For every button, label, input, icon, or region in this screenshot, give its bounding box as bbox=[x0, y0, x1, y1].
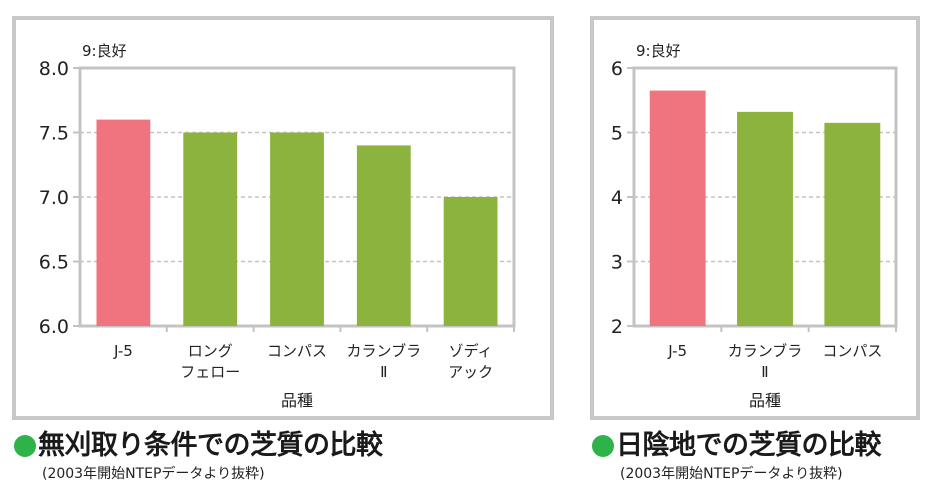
x-category-label: コンパス bbox=[267, 342, 327, 360]
bar bbox=[96, 119, 151, 326]
chart-subtitle: (2003年開始NTEPデータより抜粋) bbox=[620, 466, 843, 482]
y-tick-label: 3 bbox=[611, 252, 623, 274]
bar bbox=[824, 122, 881, 326]
scale-note: 9:良好 bbox=[636, 42, 681, 60]
x-category-label: カランブラ bbox=[347, 342, 422, 360]
x-category-label: Ⅱ bbox=[761, 363, 768, 381]
y-tick-label: 8.0 bbox=[39, 58, 69, 80]
x-axis-title: 品種 bbox=[281, 391, 313, 410]
bar bbox=[356, 145, 411, 326]
chart-title-text: 日陰地での芝質の比較 bbox=[616, 430, 882, 461]
x-category-label: Ⅱ bbox=[380, 363, 387, 381]
y-tick-label: 7.0 bbox=[39, 187, 69, 209]
y-tick-label: 6.0 bbox=[39, 316, 69, 338]
y-tick-label: 5 bbox=[611, 123, 623, 145]
chart-subtitle: (2003年開始NTEPデータより抜粋) bbox=[42, 466, 265, 482]
y-tick-label: 6 bbox=[611, 58, 623, 80]
bar bbox=[737, 111, 793, 326]
caption-shade: 日陰地での芝質の比較 (2003年開始NTEPデータより抜粋) bbox=[592, 430, 882, 483]
caption-mowing: 無刈取り条件での芝質の比較 (2003年開始NTEPデータより抜粋) bbox=[14, 432, 383, 483]
chart-title: 無刈取り条件での芝質の比較 bbox=[14, 432, 383, 459]
bar bbox=[443, 197, 498, 326]
x-category-label: アック bbox=[448, 363, 493, 381]
x-axis-title: 品種 bbox=[749, 391, 781, 410]
bullet-dot-icon bbox=[592, 434, 614, 457]
x-category-label: カランブラ bbox=[728, 342, 803, 360]
x-category-label: J-5 bbox=[113, 342, 133, 360]
bar bbox=[270, 132, 324, 326]
x-category-label: ロング bbox=[188, 342, 233, 360]
chart-title-text: 無刈取り条件での芝質の比較 bbox=[38, 430, 383, 461]
x-category-label: ゾディ bbox=[449, 342, 493, 360]
bar bbox=[649, 90, 706, 326]
y-tick-label: 2 bbox=[611, 316, 623, 338]
y-tick-label: 7.5 bbox=[39, 123, 69, 145]
chart-panel-mowing: 6.0 6.5 7.0 7.5 8.0 9:良好 J-5 ロングフェロー コンパス カランブラ Ⅱ ゾ… bbox=[12, 16, 554, 420]
x-category-label: フェロー bbox=[180, 363, 240, 381]
bar bbox=[183, 132, 238, 326]
bullet-dot-icon bbox=[14, 434, 36, 457]
x-category-label: J-5 bbox=[667, 342, 687, 360]
scale-note: 9:良好 bbox=[82, 42, 127, 60]
y-tick-label: 6.5 bbox=[39, 252, 69, 274]
x-category-label: コンパス bbox=[822, 342, 882, 360]
chart-title: 日陰地での芝質の比較 bbox=[592, 430, 882, 461]
y-tick-label: 4 bbox=[611, 187, 623, 209]
chart-panel-shade: 2 3 4 5 6 9:良好 J-5 カランブラ Ⅱ コンパス品種 bbox=[590, 16, 920, 420]
